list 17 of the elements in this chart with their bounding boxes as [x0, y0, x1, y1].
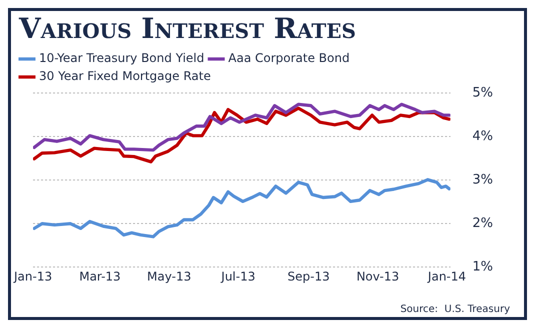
legend-label: 10-Year Treasury Bond Yield: [39, 51, 204, 66]
x-tick-label: Jan-14: [426, 270, 466, 284]
y-tick-label: 5%: [472, 85, 493, 100]
y-tick-label: 3%: [472, 172, 493, 188]
x-tick-label: Sep-13: [288, 270, 330, 284]
x-tick-label: Jul-13: [220, 270, 256, 284]
y-tick-label: 2%: [472, 216, 493, 232]
legend-label: 30 Year Fixed Mortgage Rate: [39, 69, 211, 84]
legend-label: Aaa Corporate Bond: [228, 51, 350, 66]
y-tick-label: 4%: [472, 128, 493, 144]
x-tick-label: Nov-13: [356, 270, 400, 284]
x-tick-label: Mar-13: [79, 270, 121, 284]
x-tick-label: Jan-13: [12, 270, 52, 284]
x-tick-label: May-13: [147, 270, 192, 284]
source-note: Source: U.S. Treasury: [400, 304, 510, 315]
y-tick-label: 1%: [472, 260, 493, 275]
chart-title: Various Interest Rates: [18, 11, 357, 47]
